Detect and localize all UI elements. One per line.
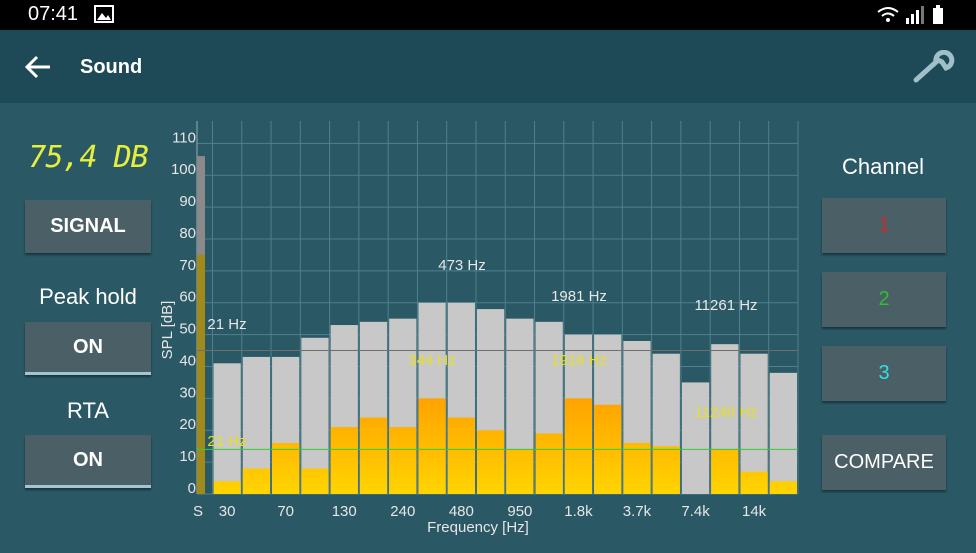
x-tick-label: 130 [332,503,357,520]
y-tick-label: 100 [171,161,196,178]
level-readout: 75,4 DB [28,140,148,175]
x-tick-label: 30 [219,503,236,520]
y-tick-label: 10 [179,448,196,465]
screen-title: Sound [80,56,143,78]
x-tick-label: 7.4k [681,503,710,520]
status-icons [877,5,943,24]
peak-bar [769,372,797,494]
x-tick-label: 1.8k [564,503,593,520]
x-tick-label: 480 [449,503,474,520]
peak-annotation: 21 Hz [207,433,246,450]
peak-annotation: 21 Hz [207,316,246,333]
peak-bar [301,337,329,494]
x-tick-label: 70 [277,503,294,520]
status-bar: 07:41 [0,0,976,30]
level-bar [564,398,593,494]
level-bar [652,446,680,494]
back-button[interactable] [24,54,52,80]
peak-annotation: 11240 Hz [694,404,757,421]
level-bar [740,471,768,494]
status-time: 07:41 [28,3,79,25]
app-bar [0,30,976,103]
y-tick-label: 70 [179,257,196,274]
peak-annotation: 344 Hz [408,352,456,369]
y-tick-label: 30 [179,384,196,401]
x-tick-label: 14k [742,503,767,520]
signal-button[interactable]: SIGNAL [25,200,151,253]
peak-annotation: 11261 Hz [694,297,757,314]
y-tick-label: 110 [172,129,196,146]
meter-level [197,254,205,494]
peak-bar [740,353,768,494]
level-bar [769,481,797,494]
level-bar [389,427,417,494]
level-bar [242,468,271,494]
y-tick-label: 40 [179,352,196,369]
channel-button[interactable]: 3 [822,346,946,401]
peak-annotation: 1981 Hz [551,288,607,305]
peak-hold-label: Peak hold [39,284,137,309]
x-tick-label: S [193,503,203,520]
level-bar [623,442,651,494]
level-bar [447,417,475,494]
compare-button[interactable]: COMPARE [822,435,946,490]
level-bar [535,433,563,494]
peak-bar [681,382,710,494]
peak-annotation: 473 Hz [438,257,486,274]
rta-label: RTA [67,398,109,423]
level-bar [272,442,300,494]
rta-button[interactable]: ON [25,435,151,488]
level-bar [711,449,739,494]
level-bar [330,427,358,494]
peak-bar [213,363,241,494]
x-axis-label: Frequency [Hz] [427,519,529,536]
level-bar [506,449,534,494]
level-bar [359,417,388,494]
channel-button[interactable]: 1 [822,198,946,253]
peak-annotation: 1916 Hz [551,352,607,369]
x-tick-label: 240 [390,503,415,520]
channel-button[interactable]: 2 [822,272,946,327]
y-tick-label: 20 [179,416,196,433]
y-tick-label: 80 [179,225,196,242]
y-tick-label: 60 [179,289,196,306]
settings-button[interactable] [912,50,956,84]
y-tick-label: 50 [179,321,196,338]
y-axis-label: SPL [dB] [159,301,176,360]
y-tick-label: 0 [188,480,196,497]
gallery-icon [94,5,114,23]
peak-hold-button[interactable]: ON [25,322,151,375]
y-tick-label: 90 [179,193,196,210]
channel-label: Channel [842,154,924,179]
x-tick-label: 3.7k [623,503,652,520]
x-tick-label: 950 [507,503,532,520]
level-bar [301,468,329,494]
level-bar [418,398,446,494]
level-bar [213,481,241,494]
level-bar [476,430,505,494]
